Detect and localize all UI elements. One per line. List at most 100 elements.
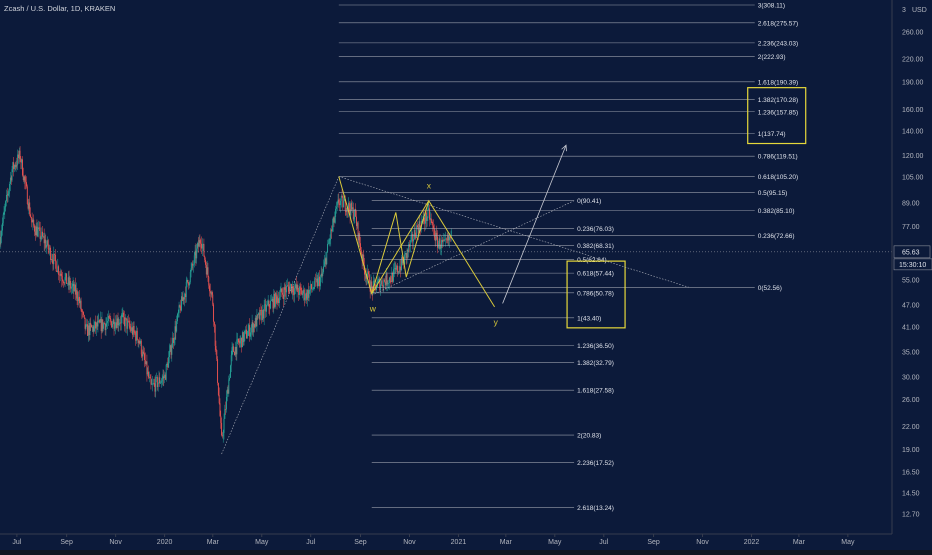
candle-body [358,223,359,241]
fib-level-label: 0.618(105.20) [758,174,798,181]
candle-body [247,336,248,338]
candle-body [153,383,154,384]
candle-body [73,284,74,286]
candle-body [290,284,291,285]
candle-body [147,372,148,375]
candle-body [98,321,99,326]
fib-level-label: 3(308.11) [758,3,785,10]
candle-body [417,225,418,227]
price-tick-label: 220.00 [902,56,924,63]
candle-body [381,280,382,284]
candle-body [60,274,61,275]
candle-body [368,271,369,274]
candle-body [203,244,204,245]
candle-body [260,310,261,311]
candle-body [274,294,275,307]
fib-level-label: 0.786(50.78) [577,290,614,297]
candle-body [146,361,147,364]
candle-body [335,209,336,217]
candle-body [195,251,196,256]
candle-body [86,324,87,325]
candle-body [37,229,38,236]
candle-body [47,240,48,245]
candle-body [6,195,7,201]
fib-level-label: 0.382(68.31) [577,243,614,250]
candle-body [402,257,403,263]
candle-body [305,293,306,298]
candle-body [144,353,145,360]
candle-body [63,281,64,282]
candle-body [249,325,250,337]
candle-body [323,266,324,271]
fib-level-label: 2.618(275.57) [758,20,798,27]
candle-body [194,255,195,264]
candle-body [51,259,52,260]
candle-body [80,301,81,304]
candle-body [81,301,82,311]
candle-body [289,286,290,292]
candle-body [160,383,161,384]
candle-body [233,346,234,352]
candle-body [285,290,286,292]
candle-body [293,292,294,295]
candle-body [89,326,90,336]
candle-body [223,433,224,436]
candle-body [339,204,340,206]
candle-body [87,324,88,336]
candle-body [138,339,139,343]
candle-body [4,212,5,215]
candle-body [387,274,388,285]
candle-body [306,293,307,300]
candle-body [171,348,172,355]
candle-body [412,234,413,241]
fib-level-label: 0.618(57.44) [577,271,614,278]
candle-body [198,243,199,246]
candle-body [28,204,29,209]
candle-body [123,313,124,318]
candle-body [40,238,41,239]
time-tick-label: Sep [354,539,367,546]
candle-body [267,304,268,305]
candle-body [68,277,69,283]
candle-body [400,267,401,270]
candle-body [260,310,261,319]
candle-body [321,274,322,278]
price-tick-label: 47.00 [902,303,920,310]
candle-body [330,239,331,240]
candle-body [240,341,241,344]
candle-body [228,379,229,393]
candle-body [336,207,337,209]
candle-body [175,326,176,331]
candle-body [239,342,240,343]
candle-body [10,178,11,184]
candle-body [304,290,305,300]
candle-body [248,325,249,331]
candle-body [282,293,283,295]
candle-body [281,289,282,293]
candle-body [27,186,28,204]
symbol-title: Zcash / U.S. Dollar, 1D, KRAKEN [4,4,115,13]
candle-body [254,324,255,327]
candle-body [277,298,278,302]
fib-level-label: 1.382(32.79) [577,360,614,367]
candle-body [166,365,167,380]
candle-body [326,258,327,264]
fib-level-label: 1.382(170.28) [758,97,798,104]
candle-body [49,248,50,250]
candle-body [83,312,84,315]
candle-body [434,229,435,238]
candle-body [264,305,265,318]
candle-body [319,277,320,287]
candle-body [178,313,179,314]
price-tick-label: 120.00 [902,153,924,160]
time-tick-label: 2021 [451,539,467,546]
candle-body [275,293,276,307]
candle-body [17,155,18,165]
fib-level-label: 2.236(17.52) [577,460,614,467]
candle-body [221,423,222,435]
candle-body [45,240,46,248]
candle-body [136,331,137,341]
fib-level-label: 2(222.93) [758,54,786,61]
